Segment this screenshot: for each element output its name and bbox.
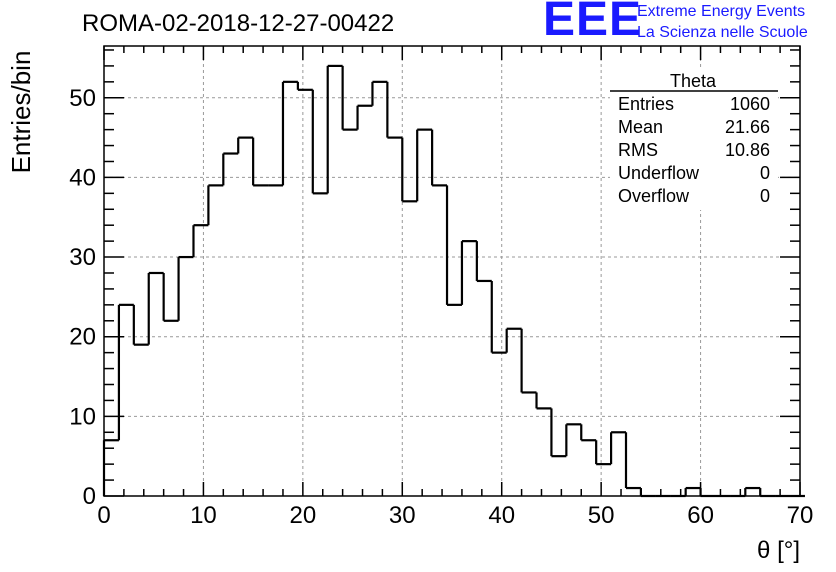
- y-axis-label: Entries/bin: [6, 51, 36, 174]
- y-tick-label: 0: [83, 483, 96, 510]
- axis-ticks: [103, 46, 801, 497]
- tick-labels: 0 10 20 30 40 50 60 70 0 10 20 30 40 50: [69, 85, 813, 529]
- grid-lines: [104, 46, 800, 496]
- x-tick-label: 70: [787, 502, 814, 529]
- y-tick-label: 20: [69, 324, 96, 351]
- y-tick-label: 30: [69, 244, 96, 271]
- plot-frame: [103, 45, 801, 497]
- stat-rms-value: 10.86: [725, 140, 770, 160]
- y-tick-label: 50: [69, 85, 96, 112]
- stat-mean-value: 21.66: [725, 117, 770, 137]
- y-tick-label: 10: [69, 403, 96, 430]
- logo-caption-line1: Extreme Energy Events: [637, 3, 806, 20]
- x-tick-label: 50: [588, 502, 615, 529]
- histogram-title: ROMA-02-2018-12-27-00422: [82, 10, 395, 37]
- x-tick-label: 30: [389, 502, 416, 529]
- x-axis-label: θ [°]: [757, 537, 800, 564]
- stat-overflow-value: 0: [760, 186, 770, 206]
- stat-rms-label: RMS: [618, 140, 658, 160]
- stat-mean-label: Mean: [618, 117, 663, 137]
- x-tick-label: 60: [687, 502, 714, 529]
- x-tick-label: 10: [190, 502, 217, 529]
- x-tick-label: 40: [488, 502, 515, 529]
- stat-overflow-label: Overflow: [618, 186, 690, 206]
- x-tick-label: 20: [290, 502, 317, 529]
- stat-underflow-value: 0: [760, 163, 770, 183]
- stat-entries-value: 1060: [730, 94, 770, 114]
- stat-underflow-label: Underflow: [618, 163, 700, 183]
- stat-entries-label: Entries: [618, 94, 674, 114]
- eee-logo: EEE: [543, 0, 643, 46]
- y-tick-label: 40: [69, 164, 96, 191]
- histogram-series: [102, 64, 805, 498]
- stats-box: Theta Entries 1060 Mean 21.66 RMS 10.86 …: [610, 68, 778, 210]
- x-tick-label: 0: [97, 502, 110, 529]
- logo-caption-line2: La Scienza nelle Scuole: [637, 24, 808, 41]
- stats-title: Theta: [670, 71, 717, 91]
